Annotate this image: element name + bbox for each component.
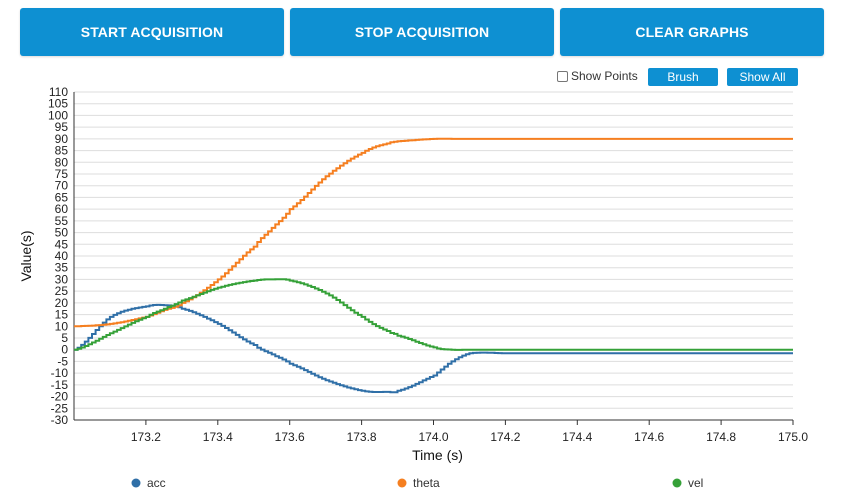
y-tick-label: 85 (55, 144, 69, 158)
start-acquisition-button[interactable]: START ACQUISITION (20, 8, 284, 56)
y-tick-label: 75 (55, 167, 69, 181)
y-axis-title: Value(s) (18, 230, 34, 281)
clear-graphs-button[interactable]: CLEAR GRAPHS (560, 8, 824, 56)
y-tick-label: 100 (48, 108, 68, 122)
y-tick-label: 35 (55, 261, 69, 275)
legend-label: theta (413, 476, 440, 490)
legend-marker (131, 478, 141, 488)
series-line-vel (74, 278, 793, 351)
show-all-button[interactable]: Show All (727, 68, 798, 86)
series-line-theta (74, 137, 793, 328)
show-points-checkbox[interactable] (557, 70, 568, 82)
y-tick-label: 5 (61, 331, 68, 345)
y-tick-label: 80 (55, 155, 69, 169)
y-tick-label: -5 (57, 354, 68, 368)
x-tick-label: 175.0 (778, 430, 808, 444)
x-tick-label: 174.6 (634, 430, 664, 444)
y-tick-label: -10 (51, 366, 69, 380)
series-line-acc (74, 303, 793, 394)
x-tick-label: 173.2 (131, 430, 161, 444)
chart-controls: Show Points Brush Show All (0, 66, 848, 88)
x-tick-label: 173.4 (203, 430, 233, 444)
legend-marker (672, 478, 682, 488)
show-points-label: Show Points (571, 69, 638, 83)
legend-label: vel (688, 476, 703, 490)
show-points-toggle[interactable]: Show Points (557, 69, 638, 83)
y-tick-label: 90 (55, 132, 69, 146)
y-tick-label: 40 (55, 249, 69, 263)
toolbar: START ACQUISITION STOP ACQUISITION CLEAR… (0, 0, 848, 58)
x-tick-label: 174.8 (706, 430, 736, 444)
y-tick-label: 25 (55, 284, 69, 298)
y-tick-label: -15 (51, 378, 69, 392)
y-tick-label: 55 (55, 214, 69, 228)
x-tick-label: 174.2 (490, 430, 520, 444)
y-tick-label: 30 (55, 272, 69, 286)
y-tick-label: 10 (55, 319, 69, 333)
chart-legend[interactable]: acc theta vel (131, 476, 704, 490)
y-tick-label: 0 (61, 343, 68, 357)
brush-button[interactable]: Brush (648, 68, 718, 86)
chart-axes: -30-25-20-15-10-505101520253035404550556… (18, 85, 808, 463)
legend-marker (397, 478, 407, 488)
chart-series (74, 137, 793, 394)
stop-acquisition-button[interactable]: STOP ACQUISITION (290, 8, 554, 56)
legend-item-acc[interactable]: acc (131, 476, 166, 490)
y-tick-label: 95 (55, 120, 69, 134)
y-tick-label: 65 (55, 190, 69, 204)
x-tick-label: 174.4 (562, 430, 592, 444)
y-tick-label: 20 (55, 296, 69, 310)
x-axis-title: Time (s) (412, 447, 463, 463)
y-tick-label: 70 (55, 179, 69, 193)
legend-item-vel[interactable]: vel (672, 476, 704, 490)
y-tick-label: -25 (51, 401, 69, 415)
legend-label: acc (147, 476, 166, 490)
y-tick-label: 50 (55, 226, 69, 240)
y-tick-label: 45 (55, 237, 69, 251)
x-tick-label: 173.8 (347, 430, 377, 444)
y-tick-label: -30 (51, 413, 69, 427)
chart-grid (74, 91, 793, 421)
legend-item-theta[interactable]: theta (397, 476, 441, 490)
y-tick-label: -20 (51, 390, 69, 404)
x-tick-label: 174.0 (418, 430, 448, 444)
y-tick-label: 110 (49, 85, 68, 99)
x-tick-label: 173.6 (275, 430, 305, 444)
y-tick-label: 60 (55, 202, 69, 216)
y-tick-label: 105 (48, 97, 68, 111)
y-tick-label: 15 (55, 308, 69, 322)
